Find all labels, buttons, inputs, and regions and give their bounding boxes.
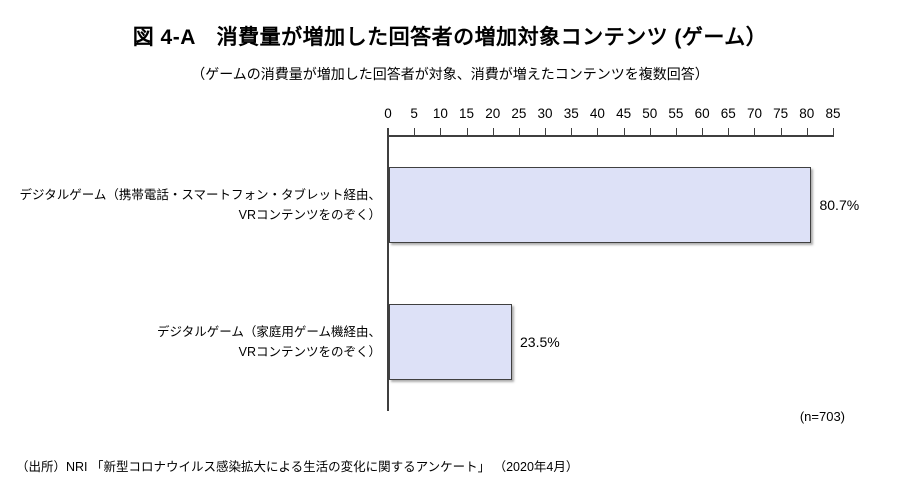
x-tick-label: 15: [459, 106, 475, 121]
x-tick-mark: [675, 128, 677, 135]
x-tick-label: 5: [410, 106, 418, 121]
y-axis-line: [387, 128, 389, 411]
x-tick-mark: [728, 128, 730, 135]
x-tick-mark: [702, 128, 704, 135]
x-tick-label: 50: [642, 106, 658, 121]
x-tick-mark: [806, 128, 808, 135]
x-tick-mark: [492, 128, 494, 135]
x-tick-mark: [414, 128, 416, 135]
figure-subtitle: （ゲームの消費量が増加した回答者が対象、消費が増えたコンテンツを複数回答）: [191, 66, 709, 82]
figure-title: 図 4-A 消費量が増加した回答者の増加対象コンテンツ (ゲーム）: [132, 26, 768, 49]
bar-value-label: 80.7%: [819, 196, 860, 213]
category-label: デジタルゲーム（家庭用ゲーム機経由、 VRコンテンツをのぞく）: [156, 324, 381, 359]
x-tick-mark: [597, 128, 599, 135]
bar-value-label: 23.5%: [520, 333, 560, 350]
x-tick-label: 55: [668, 106, 684, 121]
x-tick-mark: [833, 128, 834, 135]
x-tick-label: 80: [799, 106, 815, 121]
x-tick-label: 85: [825, 106, 841, 121]
x-tick-mark: [623, 128, 625, 135]
bar: [389, 303, 513, 380]
x-tick-label: 45: [616, 106, 632, 121]
x-tick-label: 40: [589, 106, 605, 121]
x-tick-label: 60: [694, 106, 710, 121]
x-tick-label: 35: [563, 106, 579, 121]
x-tick-label: 0: [384, 106, 392, 121]
x-tick-mark: [649, 128, 651, 135]
x-tick-mark: [754, 128, 756, 135]
x-tick-label: 25: [511, 106, 527, 121]
x-tick-mark: [545, 128, 547, 135]
x-tick-mark: [440, 128, 442, 135]
source-note: （出所）NRI 「新型コロナウイルス感染拡大による生活の変化に関するアンケート」…: [16, 460, 579, 474]
x-tick-label: 75: [773, 106, 789, 121]
x-tick-mark: [518, 128, 520, 135]
x-tick-label: 20: [485, 106, 501, 121]
category-label: デジタルゲーム（携帯電話・スマートフォン・タブレット経由、 VRコンテンツをのぞ…: [19, 187, 381, 222]
x-tick-label: 30: [537, 106, 553, 121]
x-tick-label: 70: [746, 106, 762, 121]
x-tick-mark: [780, 128, 782, 135]
x-tick-label: 10: [432, 106, 448, 121]
x-tick-mark: [466, 128, 468, 135]
x-tick-mark: [571, 128, 573, 135]
sample-size-label: (n=703): [799, 409, 845, 424]
x-tick-label: 65: [720, 106, 736, 121]
bar: [389, 166, 812, 243]
x-axis-line: [388, 135, 834, 137]
